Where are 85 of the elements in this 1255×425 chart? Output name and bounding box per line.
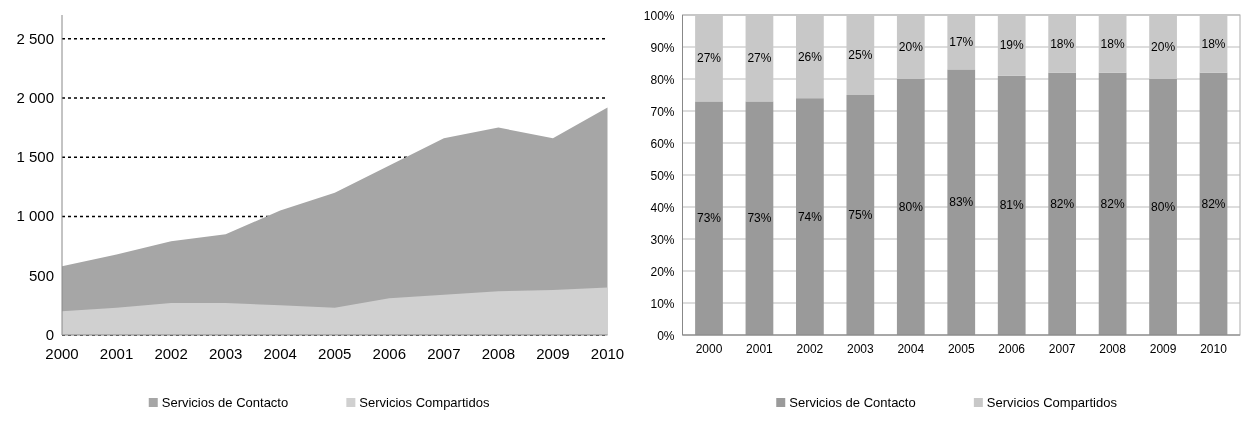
- data-label: 73%: [747, 211, 772, 226]
- data-label: 80%: [1151, 200, 1176, 214]
- bar: [695, 15, 723, 102]
- bar: [796, 98, 824, 335]
- y-tick-label: 500: [28, 266, 54, 284]
- x-tick-label: 2001: [99, 345, 134, 362]
- bar: [745, 15, 774, 102]
- data-label: 82%: [1201, 196, 1226, 211]
- y-tick-label: 50%: [650, 169, 675, 183]
- data-label: 82%: [1100, 196, 1125, 211]
- x-tick-label: 2002: [154, 345, 188, 362]
- x-tick-label: 2008: [1099, 342, 1127, 356]
- data-label: 18%: [1201, 36, 1226, 51]
- y-tick-label: 80%: [650, 73, 675, 87]
- data-label: 26%: [797, 49, 823, 64]
- bar: [1199, 72, 1228, 335]
- x-tick-label: 2002: [796, 342, 824, 356]
- y-tick-label: 0%: [657, 329, 675, 343]
- data-label: 20%: [898, 40, 924, 54]
- bar: [1048, 72, 1077, 335]
- data-label: 82%: [1050, 196, 1075, 211]
- bar: [896, 15, 925, 79]
- y-tick-label: 100%: [643, 9, 675, 23]
- x-tick-label: 2009: [536, 345, 570, 362]
- data-label: 17%: [949, 35, 974, 50]
- data-label: 73%: [696, 211, 722, 226]
- data-label: 81%: [999, 198, 1025, 213]
- data-label: 74%: [797, 209, 823, 224]
- x-tick-label: 2005: [947, 342, 975, 356]
- x-tick-label: 2004: [897, 342, 925, 356]
- data-label: 80%: [898, 200, 924, 214]
- data-label: 18%: [1100, 36, 1125, 51]
- y-tick-label: 90%: [650, 41, 675, 55]
- x-tick-label: 2004: [263, 345, 297, 362]
- data-label: 25%: [848, 48, 873, 62]
- legend-label: Servicios de Contacto: [789, 395, 916, 410]
- bar: [896, 79, 925, 335]
- x-tick-label: 2007: [1048, 342, 1076, 356]
- y-tick-label: 1 500: [16, 148, 54, 166]
- data-label: 19%: [999, 38, 1025, 53]
- y-tick-label: 2 000: [16, 88, 54, 106]
- bar: [1048, 15, 1077, 73]
- data-label: 18%: [1050, 36, 1075, 51]
- y-tick-label: 30%: [650, 233, 675, 247]
- bar: [1098, 72, 1127, 335]
- x-tick-label: 2001: [746, 342, 774, 356]
- data-label: 20%: [1151, 40, 1176, 54]
- data-label: 27%: [747, 51, 772, 66]
- y-tick-label: 60%: [650, 137, 675, 151]
- bar: [745, 101, 774, 335]
- x-tick-label: 2010: [1200, 342, 1228, 356]
- data-label: 75%: [848, 208, 873, 222]
- bar: [997, 15, 1026, 76]
- y-tick-label: 70%: [650, 105, 675, 119]
- y-tick-label: 40%: [650, 201, 675, 215]
- x-tick-label: 2008: [481, 345, 516, 362]
- x-tick-label: 2000: [45, 345, 79, 362]
- x-tick-label: 2007: [427, 345, 461, 362]
- x-tick-label: 2000: [695, 342, 723, 356]
- x-tick-label: 2010: [590, 345, 625, 362]
- legend-label: Servicios Compartidos: [986, 395, 1118, 410]
- y-tick-label: 0: [45, 326, 54, 343]
- bar: [947, 69, 976, 335]
- bar: [695, 101, 723, 335]
- x-tick-label: 2006: [998, 342, 1026, 356]
- data-label: 83%: [949, 195, 974, 210]
- x-tick-label: 2003: [846, 342, 875, 356]
- x-tick-label: 2006: [372, 345, 406, 362]
- bar: [1149, 15, 1177, 79]
- x-tick-label: 2003: [208, 345, 243, 362]
- bar: [846, 15, 875, 95]
- data-label: 27%: [696, 51, 722, 66]
- bar: [947, 15, 976, 70]
- bar: [846, 95, 875, 335]
- y-tick-label: 1 000: [16, 207, 54, 225]
- x-tick-label: 2009: [1149, 342, 1177, 356]
- bar: [997, 75, 1026, 335]
- y-tick-label: 20%: [650, 265, 675, 279]
- legend-label: Servicios de Contacto: [161, 395, 289, 410]
- y-tick-label: 10%: [650, 297, 675, 311]
- x-tick-label: 2005: [318, 345, 352, 362]
- legend-label: Servicios Compartidos: [359, 395, 490, 410]
- bar: [1149, 79, 1177, 335]
- bar: [796, 15, 824, 99]
- y-tick-label: 2 500: [16, 29, 54, 47]
